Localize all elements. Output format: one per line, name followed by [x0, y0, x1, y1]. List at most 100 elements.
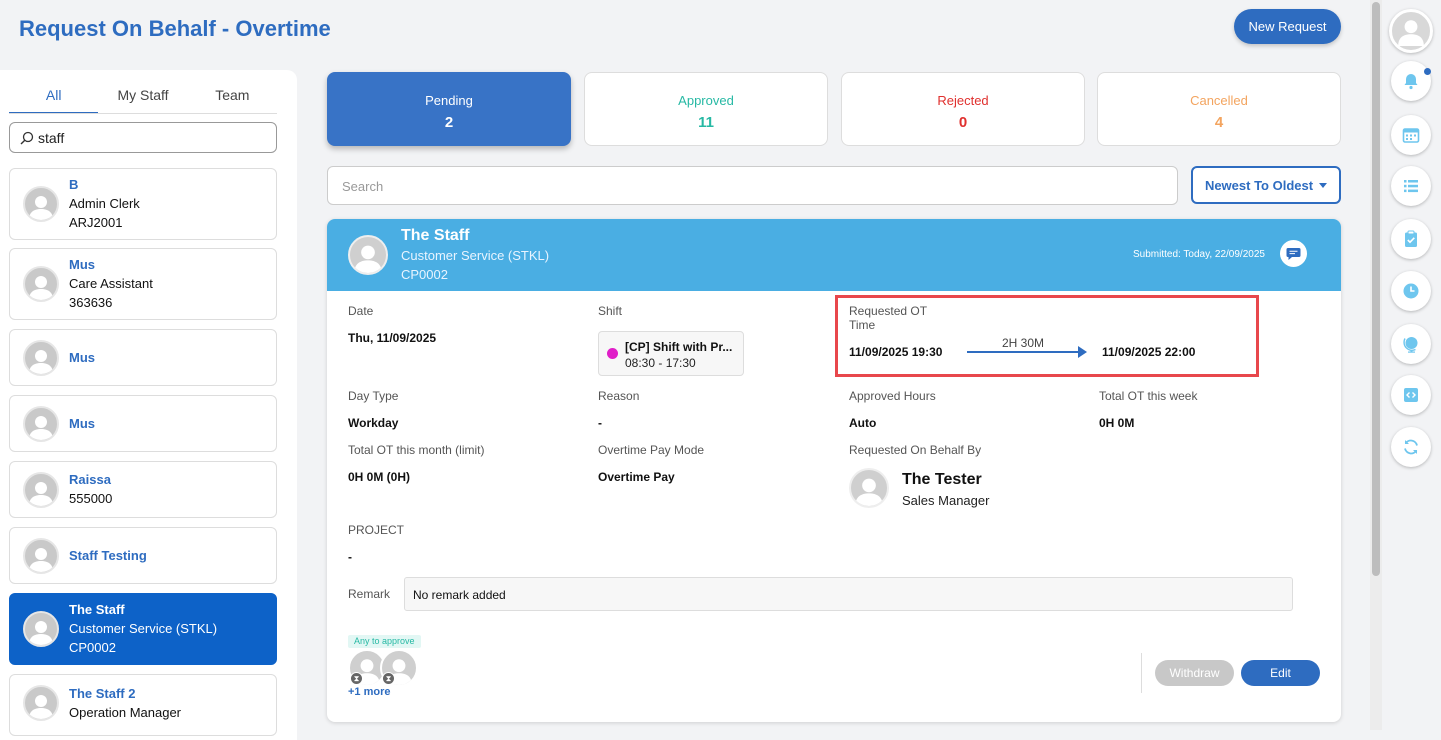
shift-name: [CP] Shift with Pr...: [625, 340, 733, 354]
divider: [1141, 653, 1142, 693]
avatar: [23, 685, 59, 721]
edit-button[interactable]: Edit: [1241, 660, 1320, 686]
staff-card[interactable]: Mus Care Assistant 363636: [9, 248, 277, 320]
project-value: -: [348, 550, 352, 564]
tab-my-staff[interactable]: My Staff: [117, 87, 169, 103]
staff-name: The Staff: [69, 602, 125, 617]
shift-time: 08:30 - 17:30: [625, 356, 696, 370]
request-staff-dept: Customer Service (STKL): [401, 248, 550, 263]
reason-label: Reason: [598, 389, 640, 403]
request-search-input[interactable]: Search: [327, 166, 1178, 205]
page-title: Request On Behalf - Overtime: [19, 16, 331, 41]
staff-code: 555000: [69, 491, 113, 506]
submitted-date: Submitted: Today, 22/09/2025: [1133, 249, 1265, 260]
staff-card[interactable]: B Admin Clerk ARJ2001: [9, 168, 277, 240]
staff-card[interactable]: Staff Testing: [9, 527, 277, 584]
staff-title: Care Assistant: [69, 276, 153, 291]
staff-title: Customer Service (STKL): [69, 621, 218, 636]
staff-code: ARJ2001: [69, 215, 123, 230]
staff-search-value: staff: [38, 129, 65, 146]
avatar: [849, 468, 889, 508]
approve-badge: Any to approve: [348, 635, 421, 648]
status-label: Pending: [425, 93, 473, 108]
status-tab-pending[interactable]: Pending 2: [327, 72, 571, 146]
ot-to: 11/09/2025 22:00: [1102, 345, 1196, 359]
total-week-label: Total OT this week: [1099, 389, 1198, 403]
reason-value: -: [598, 416, 602, 430]
request-header: The Staff Customer Service (STKL) CP0002…: [327, 219, 1341, 291]
staff-name: Mus: [69, 415, 95, 431]
shift-box: [CP] Shift with Pr... 08:30 - 17:30: [598, 331, 744, 376]
status-label: Rejected: [937, 93, 989, 108]
avatar: [23, 611, 59, 647]
day-type-value: Workday: [348, 416, 399, 430]
staff-card[interactable]: The Staff 2 Operation Manager: [9, 674, 277, 736]
staff-name: Staff Testing: [69, 547, 147, 563]
staff-name: Mus: [69, 257, 95, 272]
staff-card-selected[interactable]: The Staff Customer Service (STKL) CP0002: [9, 593, 277, 665]
status-count: 2: [444, 114, 454, 131]
avatar: [23, 266, 59, 302]
status-tab-cancelled[interactable]: Cancelled 4: [1097, 72, 1341, 146]
status-tab-approved[interactable]: Approved 11: [584, 72, 828, 146]
date-value: Thu, 11/09/2025: [348, 331, 437, 345]
notification-dot: [1424, 68, 1431, 75]
behalf-label: Requested On Behalf By: [849, 443, 982, 457]
ot-time-highlight: [835, 295, 1259, 377]
approved-hours-value: Auto: [849, 416, 877, 430]
clock-icon[interactable]: [1391, 271, 1431, 311]
staff-search-input[interactable]: staff: [9, 122, 277, 153]
staff-name: Mus: [69, 349, 95, 365]
status-count: 11: [698, 114, 714, 131]
sort-label: Newest To Oldest: [1204, 177, 1314, 193]
clipboard-check-icon[interactable]: [1391, 219, 1431, 259]
request-card: The Staff Customer Service (STKL) CP0002…: [327, 219, 1341, 722]
staff-name: Raissa: [69, 472, 111, 487]
chat-icon[interactable]: [1280, 240, 1307, 267]
total-month-label: Total OT this month (limit): [348, 443, 485, 457]
staff-tabs: All My Staff Team: [9, 84, 277, 114]
status-count: 4: [1214, 114, 1224, 131]
withdraw-button[interactable]: Withdraw: [1155, 660, 1234, 686]
status-label: Cancelled: [1190, 93, 1248, 108]
status-tab-rejected[interactable]: Rejected 0: [841, 72, 1085, 146]
scrollbar[interactable]: [1370, 0, 1382, 730]
avatar: [23, 537, 59, 574]
right-rail: [1382, 0, 1441, 730]
shift-color-dot: [607, 348, 618, 359]
remark-label: Remark: [348, 587, 391, 601]
pay-mode-value: Overtime Pay: [598, 470, 675, 484]
staff-card[interactable]: Mus: [9, 395, 277, 452]
pay-mode-label: Overtime Pay Mode: [598, 443, 705, 457]
staff-card[interactable]: Mus: [9, 329, 277, 386]
hourglass-icon: ⧗: [350, 672, 363, 685]
code-window-icon[interactable]: [1391, 375, 1431, 415]
status-label: Approved: [678, 93, 734, 108]
calendar-icon[interactable]: [1391, 115, 1431, 155]
avatar: [23, 405, 59, 442]
ot-from: 11/09/2025 19:30: [849, 345, 943, 359]
staff-title: Operation Manager: [69, 705, 182, 720]
behalf-name: The Tester: [902, 471, 982, 488]
staff-card[interactable]: Raissa 555000: [9, 461, 277, 518]
staff-name: B: [69, 177, 79, 192]
new-request-button[interactable]: New Request: [1234, 9, 1341, 44]
sort-dropdown[interactable]: Newest To Oldest: [1191, 166, 1341, 204]
ot-duration: 2H 30M: [1002, 336, 1045, 350]
list-icon[interactable]: [1391, 166, 1431, 206]
globe-icon[interactable]: [1391, 324, 1431, 364]
refresh-icon[interactable]: [1391, 427, 1431, 467]
hourglass-icon: ⧗: [382, 672, 395, 685]
more-approvers-link[interactable]: +1 more: [348, 686, 391, 698]
request-staff-name: The Staff: [401, 227, 470, 244]
ot-time-label: Requested OT Time: [849, 304, 927, 332]
bell-icon[interactable]: [1391, 61, 1431, 101]
arrow-right-icon: [967, 346, 1087, 358]
tab-team[interactable]: Team: [215, 87, 250, 103]
shift-label: Shift: [598, 304, 623, 318]
project-label: PROJECT: [348, 523, 405, 537]
scrollbar-thumb[interactable]: [1372, 2, 1380, 576]
tab-all[interactable]: All: [9, 84, 99, 114]
user-avatar-icon[interactable]: [1389, 9, 1433, 53]
caret-down-icon: [1319, 182, 1328, 188]
